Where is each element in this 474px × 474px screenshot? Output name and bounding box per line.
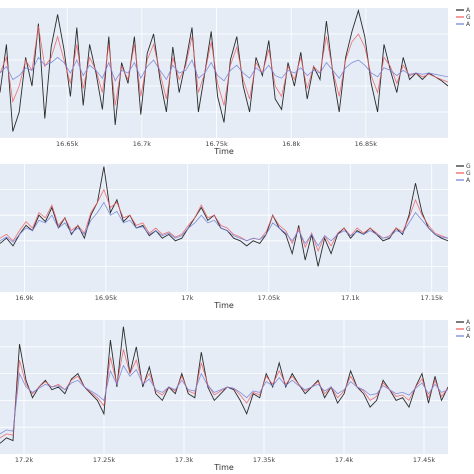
x-tick-label: 17.05k [258,294,281,302]
legend: AGA [456,319,471,340]
x-tick-label: 17.35k [253,456,276,464]
panel-middle: 16.9k 16.95k 17k 17.05k 17.1k 17.15k Time GGA [0,163,471,310]
x-tick-label: 16.75k [205,140,228,148]
series-line-1 [0,326,448,444]
series-line-1 [0,8,448,132]
x-tick-label: 16.95k [95,294,118,302]
legend-entry: A [466,319,471,326]
legend-entry: G [466,163,471,170]
series-line-3 [0,201,448,247]
x-tick-label: 16.65k [56,140,79,148]
x-tick-label: 17.25k [93,456,116,464]
panel-top: 16.65k 16.7k 16.75k 16.8k 16.85k Time AGA [0,7,471,156]
legend-entry: A [466,7,471,14]
x-tick-label: 17.3k [175,456,193,464]
series-line-2 [0,26,448,106]
panel-bottom: 17.2k 17.25k 17.3k 17.35k 17.4k 17.45k Time AGA [0,319,471,472]
series-line-3 [0,364,448,435]
plot-area [0,8,448,138]
x-tick-label: 17.4k [335,456,353,464]
x-tick-label: 17.2k [15,456,33,464]
x-axis-title: Time [213,147,234,156]
legend: GGA [456,163,471,184]
legend-entry: G [466,170,471,177]
x-tick-label: 16.7k [133,140,151,148]
x-tick-label: 17.15k [421,294,444,302]
x-axis-title: Time [213,463,234,472]
x-tick-label: 17k [181,294,193,302]
x-tick-label: 17.1k [341,294,359,302]
legend-entry: A [466,21,471,28]
x-tick-label: 16.9k [15,294,33,302]
series-line-3 [0,56,448,82]
legend-entry: A [466,177,471,184]
plot-area [0,164,448,292]
plot-area [0,320,448,454]
x-axis-title: Time [213,301,234,310]
series-line-2 [0,188,448,253]
x-tick-label: 17.45k [413,456,436,464]
series-line-2 [0,349,448,439]
x-tick-label: 16.85k [355,140,378,148]
legend: AGA [456,7,471,28]
legend-entry: G [466,14,471,21]
legend-entry: A [466,333,471,340]
legend-entry: G [466,326,471,333]
x-tick-label: 16.8k [282,140,300,148]
